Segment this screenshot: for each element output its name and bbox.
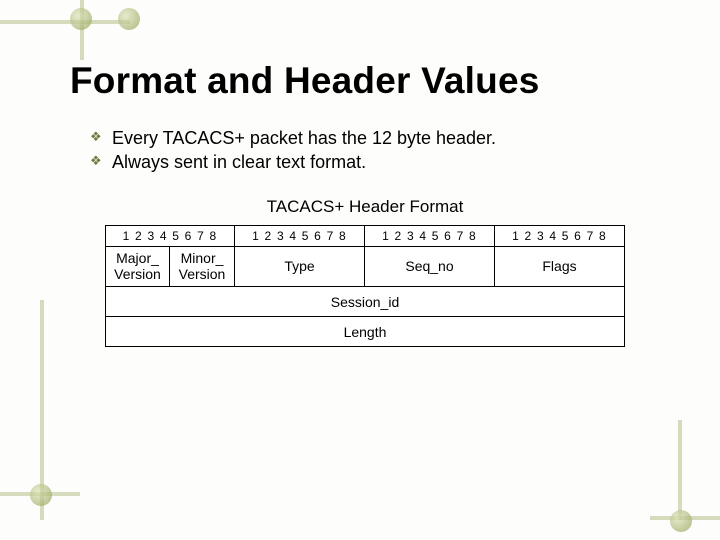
bit-ruler-cell: 1 2 3 4 5 6 7 8 — [495, 225, 625, 247]
slide-body: Format and Header Values Every TACACS+ p… — [70, 60, 660, 347]
bit-ruler-cell: 1 2 3 4 5 6 7 8 — [235, 225, 365, 247]
field-flags: Flags — [495, 247, 625, 287]
field-session-id: Session_id — [105, 287, 625, 317]
field-seq-no: Seq_no — [365, 247, 495, 287]
field-row-1: Major_ Version Minor_ Version Type Seq_n… — [105, 247, 625, 287]
bullet-item: Every TACACS+ packet has the 12 byte hea… — [90, 128, 660, 149]
slide-title: Format and Header Values — [70, 60, 660, 102]
field-major-version: Major_ Version — [105, 247, 170, 287]
field-type: Type — [235, 247, 365, 287]
bit-ruler-cell: 1 2 3 4 5 6 7 8 — [365, 225, 495, 247]
decor-knob — [670, 510, 692, 532]
header-format-diagram: 1 2 3 4 5 6 7 8 1 2 3 4 5 6 7 8 1 2 3 4 … — [105, 225, 625, 347]
decor-knob — [70, 8, 92, 30]
field-minor-version: Minor_ Version — [170, 247, 235, 287]
decor-edge — [0, 20, 130, 24]
field-row-2: Session_id — [105, 287, 625, 317]
bullet-item: Always sent in clear text format. — [90, 152, 660, 173]
decor-knob — [30, 484, 52, 506]
bit-ruler-row: 1 2 3 4 5 6 7 8 1 2 3 4 5 6 7 8 1 2 3 4 … — [105, 225, 625, 247]
field-row-3: Length — [105, 317, 625, 347]
decor-edge — [678, 420, 682, 520]
bit-ruler-cell: 1 2 3 4 5 6 7 8 — [105, 225, 235, 247]
field-length: Length — [105, 317, 625, 347]
diagram-caption: TACACS+ Header Format — [70, 197, 660, 217]
decor-knob — [118, 8, 140, 30]
bullet-list: Every TACACS+ packet has the 12 byte hea… — [90, 128, 660, 173]
